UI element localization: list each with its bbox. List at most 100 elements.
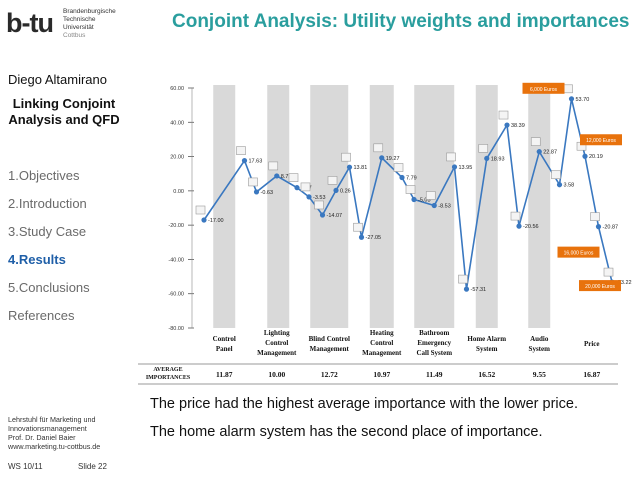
- attribute-name: Control: [265, 339, 288, 347]
- data-point: [333, 187, 339, 194]
- attribute-name: Call System: [416, 349, 452, 357]
- level-icon: [300, 182, 311, 192]
- data-label: 0.26: [340, 188, 351, 194]
- level-icon: [314, 200, 324, 210]
- nav-item-conclusions[interactable]: 5.Conclusions: [8, 280, 90, 295]
- price-tag-label: 6,000 Euros: [530, 87, 557, 93]
- data-point: [556, 182, 563, 188]
- importance-value: 16.87: [583, 370, 600, 379]
- level-icon: [446, 152, 456, 162]
- chair-info: Lehrstuhl für Marketing und Innovationsm…: [8, 415, 100, 451]
- nav-item-introduction[interactable]: 2.Introduction: [8, 196, 87, 211]
- attribute-name: Home Alarm: [467, 335, 506, 343]
- level-icon: [478, 144, 489, 153]
- data-point: [274, 173, 280, 179]
- data-label: -8.53: [438, 203, 451, 209]
- university-logo: b-tu Brandenburgische Technische Univers…: [6, 6, 126, 46]
- y-tick-label: 40.00: [170, 120, 184, 126]
- price-tag: [580, 134, 622, 146]
- nav-item-results[interactable]: 4.Results: [8, 252, 66, 267]
- slide-caption: The price had the highest average import…: [150, 395, 635, 441]
- attribute-name: System: [476, 345, 498, 353]
- data-point: [431, 202, 437, 209]
- level-icon: [393, 163, 404, 172]
- level-icon: [510, 211, 521, 221]
- data-label: 3.58: [564, 183, 575, 189]
- section-nav: 1.Objectives 2.Introduction 3.Study Case…: [8, 168, 90, 336]
- attribute-name: Blind Control: [309, 335, 350, 343]
- level-icon: [288, 173, 299, 182]
- level-icon: [530, 137, 541, 146]
- data-label: -5.03: [418, 197, 431, 203]
- y-tick-label: 20.00: [170, 155, 184, 161]
- nav-item-references[interactable]: References: [8, 308, 75, 323]
- attribute-name: Management: [310, 345, 350, 353]
- nav-item-objectives[interactable]: 1.Objectives: [8, 168, 80, 183]
- data-point: [568, 96, 575, 102]
- chair-website: www.marketing.tu-cottbus.de: [8, 442, 101, 451]
- attribute-band-3: [369, 85, 394, 328]
- data-label: -3.53: [313, 195, 326, 201]
- data-point: [582, 153, 588, 159]
- attribute-band-6: [528, 85, 551, 328]
- price-tag: [579, 280, 621, 292]
- data-label: -57.31: [471, 287, 487, 293]
- data-label: -14.07: [327, 213, 343, 219]
- level-icon: [373, 143, 384, 153]
- attribute-name: Panel: [216, 345, 233, 353]
- data-label: 38.39: [511, 123, 525, 129]
- price-tag-label: 16,000 Euros: [564, 251, 594, 257]
- level-icon: [590, 212, 600, 221]
- slide-title: Conjoint Analysis: Utility weights and i…: [172, 11, 630, 32]
- logo-line-3: Cottbus: [63, 32, 86, 39]
- level-icon: [405, 185, 416, 194]
- attribute-band-0: [213, 85, 236, 328]
- importance-header: IMPORTANCES: [146, 375, 191, 381]
- data-point: [294, 185, 300, 191]
- caption-paragraph-1: The price had the highest average import…: [150, 396, 578, 412]
- chair-line-3: Prof. Dr. Daniel Baier: [8, 433, 76, 442]
- data-point: [484, 155, 490, 162]
- data-point: [516, 223, 522, 229]
- level-icon: [341, 152, 351, 162]
- data-point: [399, 174, 405, 181]
- data-point: [463, 286, 470, 292]
- nav-item-study-case[interactable]: 3.Study Case: [8, 224, 87, 239]
- level-icon: [195, 205, 206, 215]
- level-icon: [353, 222, 363, 232]
- y-tick-label: 60.00: [170, 86, 184, 92]
- y-tick-label: -20.00: [168, 223, 184, 229]
- y-tick-label: -40.00: [168, 257, 184, 263]
- semester-label: WS 10/11: [8, 462, 43, 471]
- logo-line-1: Brandenburgische: [63, 8, 116, 15]
- logo-line-2: Technische Universität: [63, 16, 96, 31]
- author-name: Diego Altamirano: [8, 72, 107, 87]
- level-icon: [236, 146, 246, 155]
- data-label: 22.87: [543, 150, 557, 156]
- importance-value: 12.72: [321, 370, 338, 379]
- presentation-topic: Linking Conjoint Analysis and QFD: [8, 96, 120, 127]
- importance-value: 10.97: [373, 370, 390, 379]
- logo-mark: b-tu: [6, 8, 54, 38]
- level-icon: [563, 84, 573, 94]
- data-label: 19.27: [386, 156, 400, 162]
- data-point: [411, 196, 417, 203]
- attribute-name: System: [529, 345, 551, 353]
- level-icon: [603, 267, 614, 277]
- importance-value: 9.55: [533, 370, 546, 379]
- importance-header: AVERAGE: [153, 367, 182, 373]
- attribute-name: Price: [584, 340, 600, 348]
- attribute-name: Management: [362, 349, 402, 357]
- data-label: -53.22: [616, 280, 632, 286]
- price-tag: [557, 246, 600, 258]
- logo-text: Brandenburgische Technische Universität …: [63, 8, 126, 40]
- attribute-name: Control: [370, 339, 393, 347]
- y-tick-label: 0.00: [173, 189, 184, 195]
- data-label: 18.93: [491, 156, 505, 162]
- data-label: -20.87: [603, 225, 619, 231]
- attribute-name: Bathroom: [419, 329, 449, 337]
- price-tag: [522, 82, 565, 94]
- level-icon: [248, 177, 258, 187]
- data-point: [241, 158, 248, 164]
- data-point: [346, 164, 353, 170]
